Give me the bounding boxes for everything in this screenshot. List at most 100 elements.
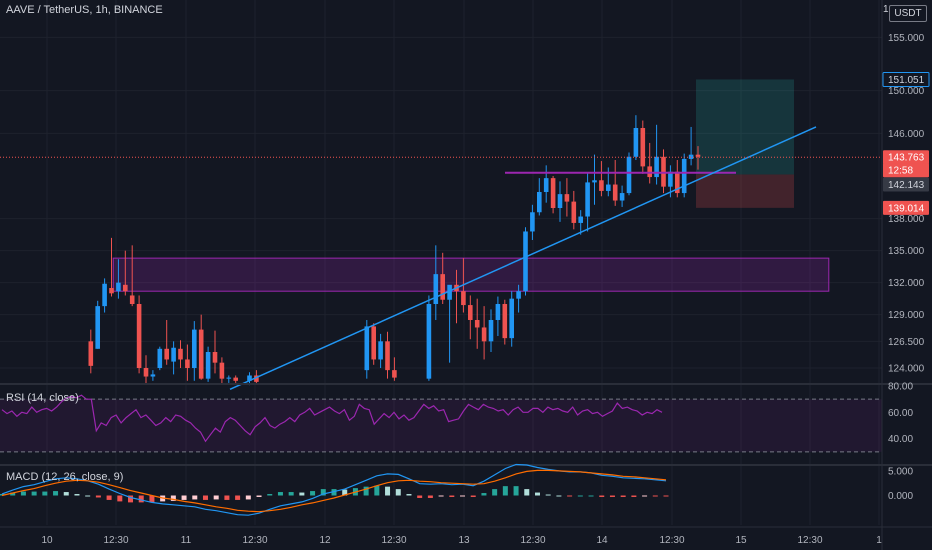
price-axis-tick-label: 150.000 [888,86,925,97]
macd-histogram-bar [138,495,144,503]
candle-body [95,306,100,349]
macd-histogram-bar [192,495,198,500]
macd-histogram-bar [438,495,444,497]
candle-body [695,154,701,157]
candle-body [198,329,204,379]
candle-body [488,320,494,342]
rsi-legend[interactable]: RSI (14, close) [6,392,79,404]
time-axis-tick-label: 14 [596,535,608,546]
price-axis-label-box [883,177,929,192]
candle-body [523,231,528,292]
macd-histogram-bar [235,495,241,500]
trend-line [229,126,817,391]
candle-body [468,305,473,320]
candle-body [129,295,135,304]
candle-body [675,171,680,194]
candle-body [571,201,577,223]
price-axis-label-box [883,163,929,178]
time-axis-tick-label: 12 [319,535,331,546]
macd-legend[interactable]: MACD (12, 26, close, 9) [6,471,124,483]
macd-histogram-bar [545,494,551,496]
candle-body [474,320,480,328]
stop-zone-rect [696,174,794,208]
macd-histogram-bar [513,486,519,496]
candle-body [647,166,652,178]
macd-histogram-bar [449,495,455,497]
macd-histogram-bar [288,492,294,496]
candle-body [171,347,176,362]
time-axis-tick-label: 13 [458,535,470,546]
macd-histogram-bar [663,495,669,497]
price-axis-label: 139.014 [888,203,925,214]
candle-body [219,362,225,379]
macd-histogram-bar [20,491,26,496]
macd-histogram-bar [492,489,498,496]
candle-body [136,304,142,368]
target-zone-rect [696,79,794,175]
macd-histogram-bar [342,489,348,496]
currency-button[interactable]: USDT [889,5,927,22]
rsi-axis-tick-label: 80.00 [888,382,913,393]
candle-body [481,327,487,342]
candle-body [502,304,508,339]
macd-histogram-bar [128,495,134,503]
candle-body [530,212,535,232]
candle-body [688,154,694,159]
candle-body [143,368,149,377]
macd-histogram-bar [277,492,283,496]
time-axis-tick-label: 12:30 [797,535,822,546]
macd-histogram-bar [609,495,615,497]
rsi-axis-tick-label: 60.00 [888,408,913,419]
candle-body [88,341,94,366]
macd-histogram-bar [502,486,508,496]
macd-histogram-bar [310,491,316,496]
candle-body [116,282,121,292]
time-axis-tick-label: 11 [181,535,192,546]
macd-axis-tick-label: 0.000 [888,491,913,502]
macd-histogram-bar [149,495,155,503]
candle-body [392,370,397,378]
candle-body [592,180,597,183]
candle-body [578,216,583,223]
currency-prefix: 1 [883,4,889,15]
price-axis-label-box [883,150,929,165]
macd-histogram-bar [299,492,305,496]
macd-histogram-bar [245,495,251,500]
macd-histogram-bar [117,495,123,502]
macd-histogram-bar [631,495,637,497]
price-axis-tick-label: 146.000 [888,129,925,140]
rsi-band-fill [0,399,882,452]
candle-body [164,348,169,360]
macd-axis-tick-label: 5.000 [888,466,913,477]
candle-body [178,348,183,360]
candle-body [433,274,439,304]
candle-body [564,194,570,202]
candle-body [619,193,625,201]
candle-body [516,291,521,299]
macd-histogram-bar [599,495,605,497]
price-axis-label: 142.143 [888,180,925,191]
candle-body [254,375,259,382]
candle-body [633,128,639,157]
price-axis-tick-label: 132.000 [888,278,925,289]
macd-histogram-bar [652,495,658,497]
candle-body [640,128,646,167]
rsi-line [1,394,663,443]
candle-body [543,178,549,192]
macd-histogram-bar [320,489,326,496]
macd-histogram-bar [74,494,80,496]
macd-histogram-bar [213,495,219,500]
candle-body [440,274,445,300]
symbol-title[interactable]: AAVE / TetherUS, 1h, BINANCE [6,4,163,16]
macd-histogram-bar [31,491,37,496]
candle-body [681,158,687,194]
candle-body [537,192,542,213]
candle-body [102,283,107,307]
candle-body [371,326,376,360]
price-axis-tick-label: 155.000 [888,33,925,44]
macd-histogram-bar [642,495,648,497]
macd-histogram-bar [534,492,540,496]
price-axis-label: 12:58 [888,166,913,177]
macd-histogram-bar [267,494,273,496]
